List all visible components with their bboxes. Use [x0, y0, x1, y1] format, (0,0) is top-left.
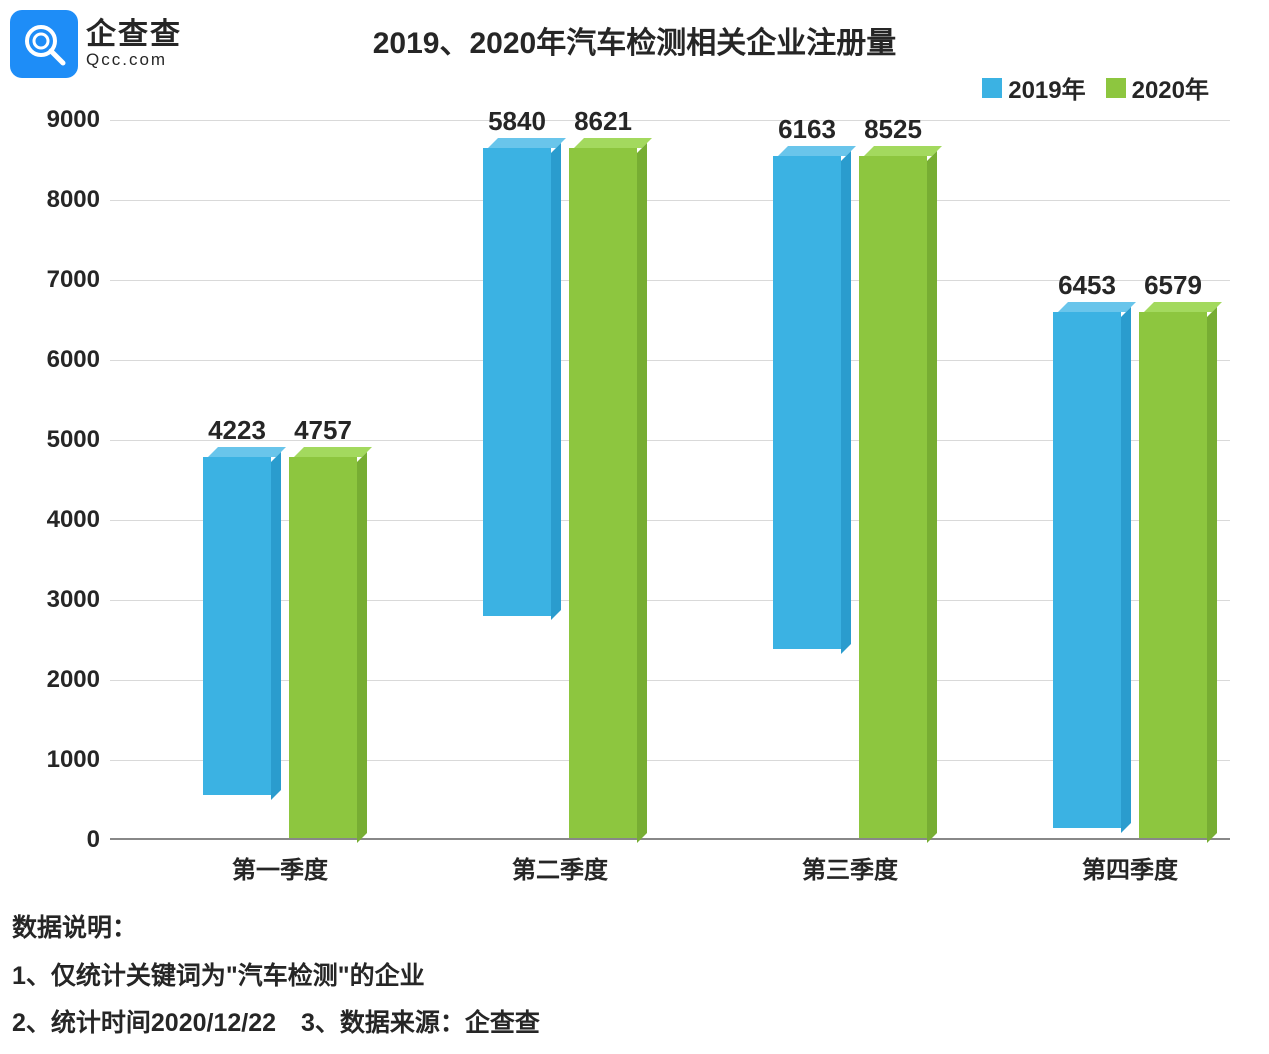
bar-value-label: 6163: [778, 114, 836, 145]
bar-side-face: [357, 452, 367, 843]
bar: 4223: [203, 457, 271, 795]
y-tick-label: 9000: [25, 106, 100, 134]
y-tick-label: 5000: [25, 426, 100, 454]
bar-side-face: [1207, 307, 1217, 843]
bar-group: 5840 8621: [470, 148, 650, 838]
notes-line: 1、仅统计关键词为"汽车检测"的企业: [12, 953, 540, 1001]
legend-swatch: [1106, 78, 1126, 98]
bar-group: 6163 8525: [760, 156, 940, 838]
bar-value-label: 6579: [1144, 270, 1202, 301]
bar-face: [859, 156, 927, 838]
bar-group: 6453 6579: [1040, 312, 1220, 838]
legend-swatch: [982, 78, 1002, 98]
y-tick-label: 0: [25, 826, 100, 854]
bar-top-face: [294, 447, 372, 457]
bar-top-face: [574, 138, 652, 148]
chart-legend: 2019年 2020年: [982, 70, 1209, 105]
notes-line: 2、统计时间2020/12/22 3、数据来源：企查查: [12, 1000, 540, 1048]
bar-value-label: 8621: [574, 106, 632, 137]
bar-side-face: [927, 151, 937, 843]
bar-value-label: 4223: [208, 415, 266, 446]
bar-top-face: [1144, 302, 1222, 312]
bar-group: 4223 4757: [190, 457, 370, 838]
bar-side-face: [1121, 307, 1131, 833]
bar: 6453: [1053, 312, 1121, 828]
chart-plot-area: 0100020003000400050006000700080009000422…: [110, 120, 1230, 840]
bar-face: [203, 457, 271, 795]
bar-side-face: [841, 151, 851, 654]
bar: 5840: [483, 148, 551, 615]
notes-heading: 数据说明：: [12, 905, 540, 953]
bar-top-face: [488, 138, 566, 148]
bar: 8621: [569, 148, 637, 838]
x-tick-label: 第四季度: [1082, 850, 1178, 885]
bar-face: [289, 457, 357, 838]
bar-top-face: [1058, 302, 1136, 312]
y-tick-label: 4000: [25, 506, 100, 534]
bar-face: [1139, 312, 1207, 838]
bar-face: [483, 148, 551, 615]
bar-face: [1053, 312, 1121, 828]
y-tick-label: 2000: [25, 666, 100, 694]
bar-top-face: [208, 447, 286, 457]
bar-value-label: 6453: [1058, 270, 1116, 301]
bar-value-label: 8525: [864, 114, 922, 145]
x-tick-label: 第一季度: [232, 850, 328, 885]
bar-value-label: 4757: [294, 415, 352, 446]
bar-side-face: [271, 452, 281, 800]
bar-side-face: [551, 143, 561, 620]
bar: 4757: [289, 457, 357, 838]
legend-label: 2019年: [1008, 70, 1085, 105]
bar-side-face: [637, 143, 647, 843]
gridline: [110, 200, 1230, 201]
bar-face: [569, 148, 637, 838]
chart-title: 2019、2020年汽车检测相关企业注册量: [0, 18, 1269, 62]
bar: 6163: [773, 156, 841, 649]
bar: 8525: [859, 156, 927, 838]
legend-item-2019: 2019年: [982, 70, 1085, 105]
legend-label: 2020年: [1132, 70, 1209, 105]
y-tick-label: 8000: [25, 186, 100, 214]
bar: 6579: [1139, 312, 1207, 838]
y-tick-label: 1000: [25, 746, 100, 774]
y-tick-label: 6000: [25, 346, 100, 374]
x-tick-label: 第二季度: [512, 850, 608, 885]
bar-face: [773, 156, 841, 649]
bar-top-face: [864, 146, 942, 156]
legend-item-2020: 2020年: [1106, 70, 1209, 105]
bar-top-face: [778, 146, 856, 156]
y-tick-label: 3000: [25, 586, 100, 614]
gridline: [110, 120, 1230, 121]
x-tick-label: 第三季度: [802, 850, 898, 885]
y-tick-label: 7000: [25, 266, 100, 294]
data-notes: 数据说明： 1、仅统计关键词为"汽车检测"的企业 2、统计时间2020/12/2…: [12, 905, 540, 1048]
bar-value-label: 5840: [488, 106, 546, 137]
